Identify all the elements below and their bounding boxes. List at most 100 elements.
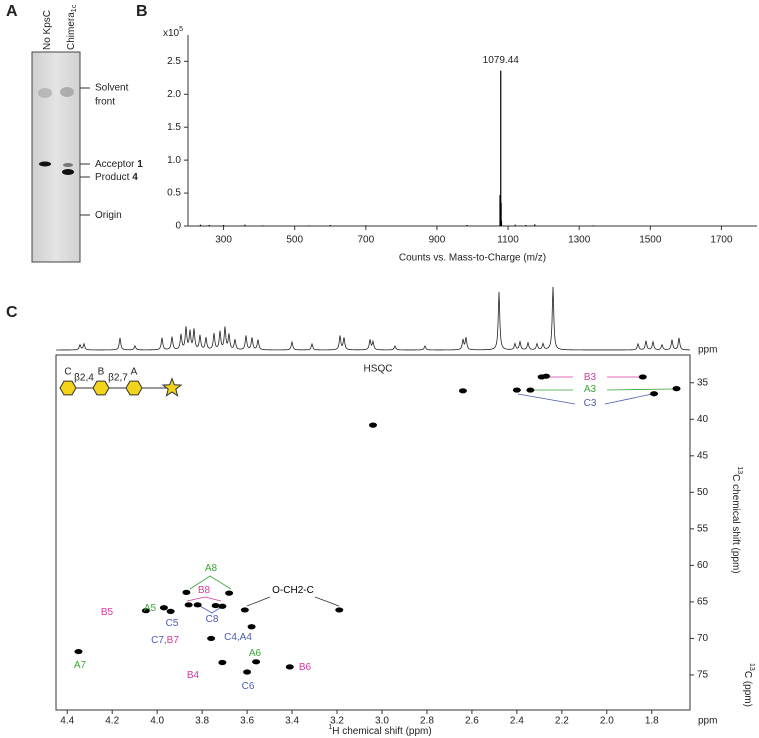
x-tick-label: 1300 <box>568 235 591 246</box>
y-multiplier: x105 <box>163 26 183 38</box>
peak-label: 1079.44 <box>483 55 520 66</box>
x-tick-label: 1.8 <box>645 716 659 727</box>
peak-annotation-part: C4,A4 <box>224 632 252 643</box>
peak-annotation-part: B8 <box>198 585 211 596</box>
y-tick-label: 75 <box>697 670 709 681</box>
cross-peak <box>184 602 193 608</box>
peak-annotation: O-CH2-C <box>272 585 314 596</box>
marker-label-part: Origin <box>95 210 122 221</box>
connector <box>246 596 271 607</box>
panel-label: A <box>6 3 18 20</box>
cross-peak <box>193 602 202 608</box>
peak-annotation-part: C3 <box>584 398 597 409</box>
x-unit: ppm <box>698 716 717 727</box>
peak-annotation: B5 <box>101 607 114 618</box>
y-tick-label: 65 <box>697 597 709 608</box>
ylabel: 13C chemical shift (ppm) <box>730 466 742 573</box>
marker-label: front <box>95 97 115 108</box>
xlabel: 1H chemical shift (ppm) <box>328 724 431 736</box>
peak-annotation: C6 <box>242 681 255 692</box>
gel-band <box>63 163 73 167</box>
peak-annotation-part: B3 <box>584 372 597 383</box>
y-tick-label: 50 <box>697 487 709 498</box>
peak-annotation: C3 <box>584 398 597 409</box>
label-text: H chemical shift (ppm) <box>332 726 431 737</box>
residue-label: B <box>98 367 105 378</box>
y-tick-label: 45 <box>697 450 709 461</box>
lane-label-part: No KpsC <box>42 10 53 50</box>
plot-frame <box>55 354 691 711</box>
peak-annotation: B8 <box>198 585 211 596</box>
marker-label: Solvent <box>95 83 129 94</box>
cross-peak <box>141 608 150 614</box>
x-tick-label: 2.4 <box>510 716 524 727</box>
sugar-hexagon <box>92 380 110 396</box>
connector <box>314 596 340 607</box>
label-sup: 1 <box>328 724 332 731</box>
residue-label: A <box>131 367 138 378</box>
marker-label: Acceptor 1 <box>95 159 143 170</box>
x-tick-label: 2.8 <box>420 716 434 727</box>
cross-peak <box>243 669 252 675</box>
peak-annotation: A6 <box>249 648 262 659</box>
x-tick-label: 3.8 <box>195 716 209 727</box>
x-tick-label: 1100 <box>497 235 519 246</box>
peak-annotation: C8 <box>206 614 219 625</box>
peak-annotation-part: A8 <box>205 563 218 574</box>
peak-annotation-part: B7 <box>167 635 180 646</box>
marker-label: Origin <box>95 210 122 221</box>
y-tick-label: 2.5 <box>167 56 181 67</box>
peak-annotation-part: C5 <box>166 618 179 629</box>
x-tick-label: 4.2 <box>105 716 119 727</box>
label-sup: 13 <box>748 663 755 671</box>
peak-annotation-part: B5 <box>101 607 114 618</box>
label-text: C chemical shift (ppm) <box>730 474 741 573</box>
lane-label: No KpsC <box>42 10 53 50</box>
y-tick-label: 0.5 <box>167 188 181 199</box>
cross-peak <box>207 635 216 642</box>
y-tick-label: 55 <box>697 523 709 534</box>
cross-peak <box>335 607 344 613</box>
peak-annotation: C5 <box>166 618 179 629</box>
cross-peak <box>369 422 377 428</box>
label-sup: 13 <box>736 466 743 474</box>
peak-annotation-part: C6 <box>242 681 255 692</box>
y-tick-label: 2.0 <box>167 89 181 100</box>
gel <box>31 51 81 263</box>
projection-1d <box>56 286 691 351</box>
label-text: C (ppm) <box>742 671 753 707</box>
ylabel2: 13C (ppm) <box>742 663 754 707</box>
marker-label: Product 4 <box>95 172 138 183</box>
cross-peak <box>218 603 227 609</box>
connector <box>604 393 653 405</box>
marker-label-part: Product <box>95 172 132 183</box>
marker-label-part: 1 <box>137 159 143 170</box>
x-tick-label: 1500 <box>639 235 662 246</box>
chart-title: HSQC <box>364 364 393 375</box>
peak-annotation-part: O-CH2-C <box>272 585 314 596</box>
peak-annotation-part: A3 <box>584 384 597 395</box>
x-tick-label: 1700 <box>710 235 733 246</box>
cross-peak <box>225 590 234 596</box>
peak-annotation: A8 <box>205 563 218 574</box>
x-tick-label: 4.4 <box>60 716 74 727</box>
linkage-label: β2,4 <box>74 373 94 384</box>
cross-peak <box>166 608 175 614</box>
cross-peak <box>650 391 659 397</box>
peak-annotation: B3 <box>584 372 597 383</box>
x-tick-label: 700 <box>357 235 374 246</box>
sugar-hexagon <box>125 380 143 396</box>
lane-label-part: Chimera <box>66 12 77 50</box>
gel-smear <box>38 88 52 98</box>
x-tick-label: 500 <box>286 235 303 246</box>
lane-label-part: 1c <box>71 4 78 12</box>
peak-annotation: B6 <box>299 662 312 673</box>
peak-annotation-part: A7 <box>74 660 87 671</box>
connector <box>189 575 232 590</box>
peak-annotation: A3 <box>584 384 597 395</box>
linkage-label: β2,7 <box>108 373 128 384</box>
cross-peak <box>672 386 681 392</box>
panel-label: B <box>136 3 148 20</box>
cross-peak <box>512 387 521 393</box>
x-tick-label: 2.2 <box>555 716 569 727</box>
